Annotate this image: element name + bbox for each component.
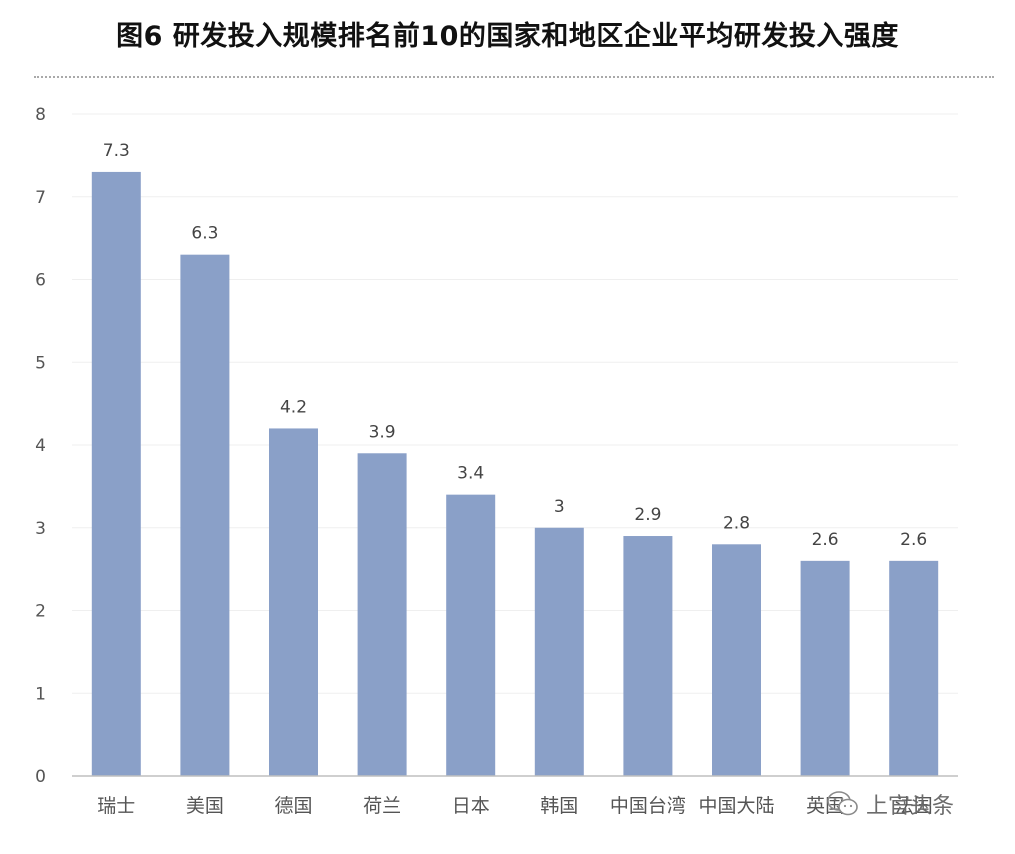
bar: [623, 536, 673, 776]
data-label: 2.8: [723, 513, 750, 533]
x-tick-label: 法国: [895, 795, 933, 817]
x-tick-label: 中国台湾: [610, 795, 686, 817]
x-tick-label: 美国: [186, 795, 224, 817]
bar: [889, 560, 939, 776]
y-tick-label: 4: [35, 436, 46, 456]
y-tick-label: 3: [35, 519, 46, 539]
data-label: 7.3: [103, 141, 130, 161]
x-tick-label: 中国大陆: [698, 795, 774, 817]
bar: [180, 254, 230, 777]
y-tick-label: 0: [35, 767, 46, 787]
y-tick-label: 8: [35, 105, 46, 125]
data-label: 6.3: [191, 224, 218, 244]
bar: [446, 494, 496, 776]
data-label: 2.9: [634, 505, 661, 525]
bar: [269, 428, 318, 776]
x-tick-label: 韩国: [540, 795, 578, 817]
y-tick-label: 5: [35, 353, 46, 373]
x-tick-label: 荷兰: [363, 795, 401, 817]
y-tick-labels: 0 1 2 3 4 5 6 7 8: [35, 105, 46, 787]
title-divider: [34, 76, 994, 78]
data-label: 2.6: [812, 530, 839, 550]
data-label: 3.9: [369, 422, 396, 442]
chart-title: 图6 研发投入规模排名前10的国家和地区企业平均研发投入强度: [116, 21, 899, 52]
x-tick-labels: 瑞士 美国 德国 荷兰 日本 韩国 中国台湾 中国大陆 英国 法国: [97, 795, 932, 817]
data-label: 4.2: [280, 397, 307, 417]
watermark: 上官头条: [826, 788, 954, 820]
y-tick-label: 7: [35, 188, 46, 208]
x-tick-label: 日本: [452, 795, 490, 817]
data-label: 3.4: [457, 464, 484, 484]
bars: [91, 171, 939, 777]
watermark-text: 上官头条: [866, 794, 955, 819]
data-label: 3: [554, 497, 565, 517]
wechat-icon: [827, 791, 858, 816]
x-tick-label: 瑞士: [97, 795, 135, 817]
x-tick-label: 英国: [806, 795, 844, 817]
bar: [800, 560, 850, 776]
y-tick-label: 2: [35, 602, 46, 622]
bar: [91, 171, 141, 777]
bar: [357, 453, 407, 776]
bar: [534, 527, 584, 776]
x-tick-label: 德国: [274, 795, 312, 817]
y-tick-label: 6: [35, 271, 46, 291]
y-tick-label: 1: [35, 684, 46, 704]
value-labels: 7.3 6.3 4.2 3.9 3.4 3 2.9 2.8 2.6 2.6: [103, 141, 927, 550]
bar: [712, 544, 761, 776]
data-label: 2.6: [900, 530, 927, 550]
